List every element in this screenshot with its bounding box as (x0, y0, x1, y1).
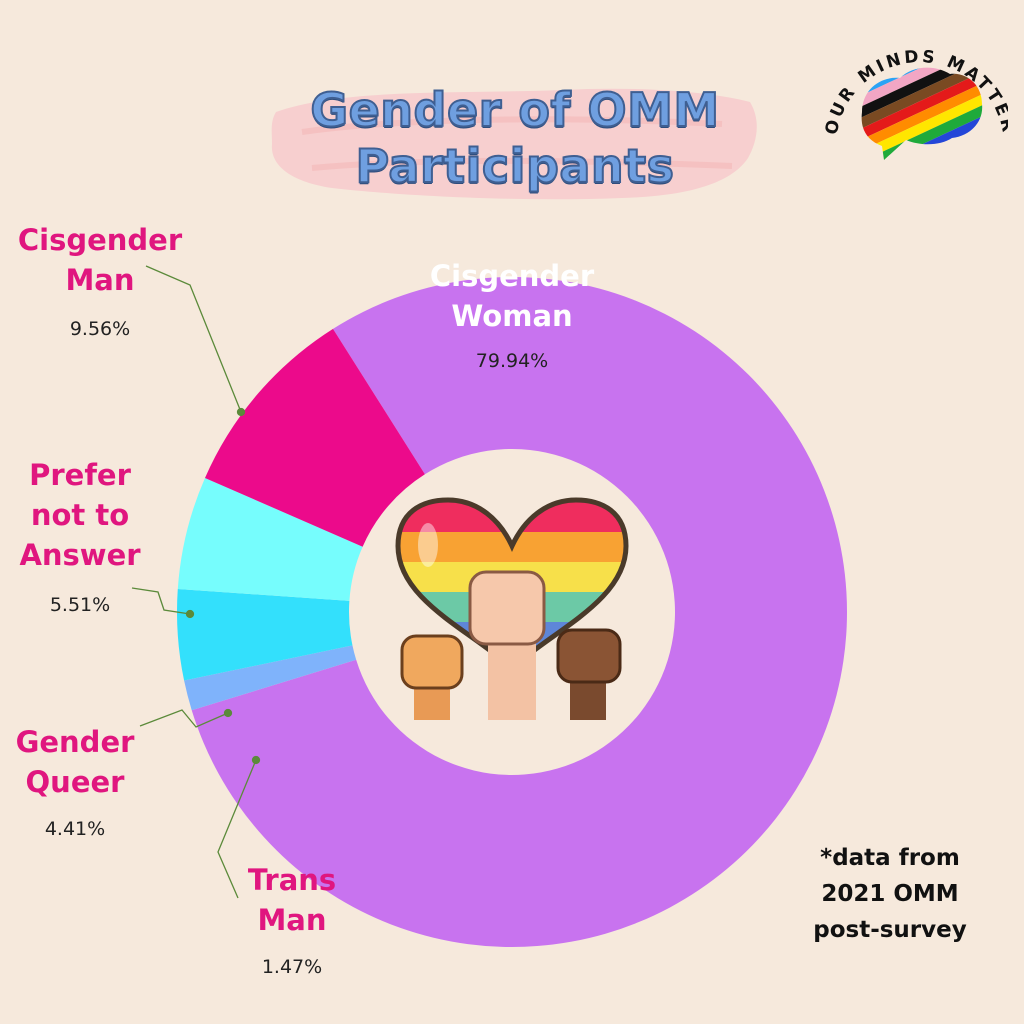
title-line-2: Participants (354, 138, 675, 194)
leader-line-gender-queer (139, 709, 229, 728)
label-trans-man-line-2: Man (257, 903, 327, 937)
leader-line-cisgender-man (145, 265, 242, 413)
logo-text: OUR MINDS MATTER (822, 47, 1008, 137)
note-line-2: 2021 OMM (821, 881, 959, 907)
label-prefer-not-line-3: Answer (19, 538, 141, 572)
label-cisgender-woman-line-1: Cisgender (429, 259, 595, 293)
leader-lines (131, 265, 261, 899)
slice-trans-man (184, 645, 357, 711)
label-cisgender-man: Cisgender Man (10, 220, 190, 300)
title-line-1: Gender of OMM (309, 82, 720, 138)
note-line-3: post-survey (813, 917, 967, 943)
leader-dot-trans-man (251, 755, 261, 765)
leader-line-prefer-not (131, 587, 191, 615)
label-cisgender-woman: Cisgender Woman (402, 256, 622, 336)
label-cisgender-woman-line-2: Woman (451, 299, 573, 333)
leader-dot-cisgender-man (236, 407, 246, 417)
value-cisgender-man: 9.56% (69, 318, 131, 340)
label-gender-queer: Gender Queer (0, 722, 150, 802)
svg-text:OUR MINDS MATTER: OUR MINDS MATTER (822, 47, 1008, 137)
heart-fists-icon (395, 497, 629, 720)
label-gender-queer-line-2: Queer (25, 765, 125, 799)
label-cisgender-man-line-1: Cisgender (17, 223, 183, 257)
slice-cisgender-man (204, 328, 425, 547)
note-line-1: *data from (820, 845, 960, 871)
slice-cisgender-woman (191, 276, 847, 947)
label-trans-man-line-1: Trans (247, 863, 337, 897)
value-prefer-not: 5.51% (49, 594, 111, 616)
title-brush-stroke-icon (271, 88, 757, 200)
label-prefer-not-line-1: Prefer (29, 458, 131, 492)
label-prefer-not-line-2: not to (30, 498, 130, 532)
logo: OUR MINDS MATTER (822, 47, 1008, 137)
leader-dot-prefer-not (185, 609, 195, 619)
data-source-note: *data from 2021 OMM post-survey (792, 840, 988, 948)
label-trans-man: Trans Man (222, 860, 362, 940)
slice-gender-queer (177, 589, 353, 681)
value-cisgender-woman: 79.94% (475, 350, 549, 372)
leader-line-trans-man (217, 759, 257, 899)
label-prefer-not: Prefer not to Answer (0, 455, 160, 575)
label-cisgender-man-line-2: Man (65, 263, 135, 297)
slice-prefer-not (177, 477, 363, 601)
value-gender-queer: 4.41% (44, 818, 106, 840)
label-gender-queer-line-1: Gender (15, 725, 135, 759)
page-title: Gender of OMM Participants (270, 82, 760, 194)
value-trans-man: 1.47% (261, 956, 323, 978)
leader-dot-gender-queer (223, 708, 233, 718)
donut-slices (177, 276, 847, 947)
